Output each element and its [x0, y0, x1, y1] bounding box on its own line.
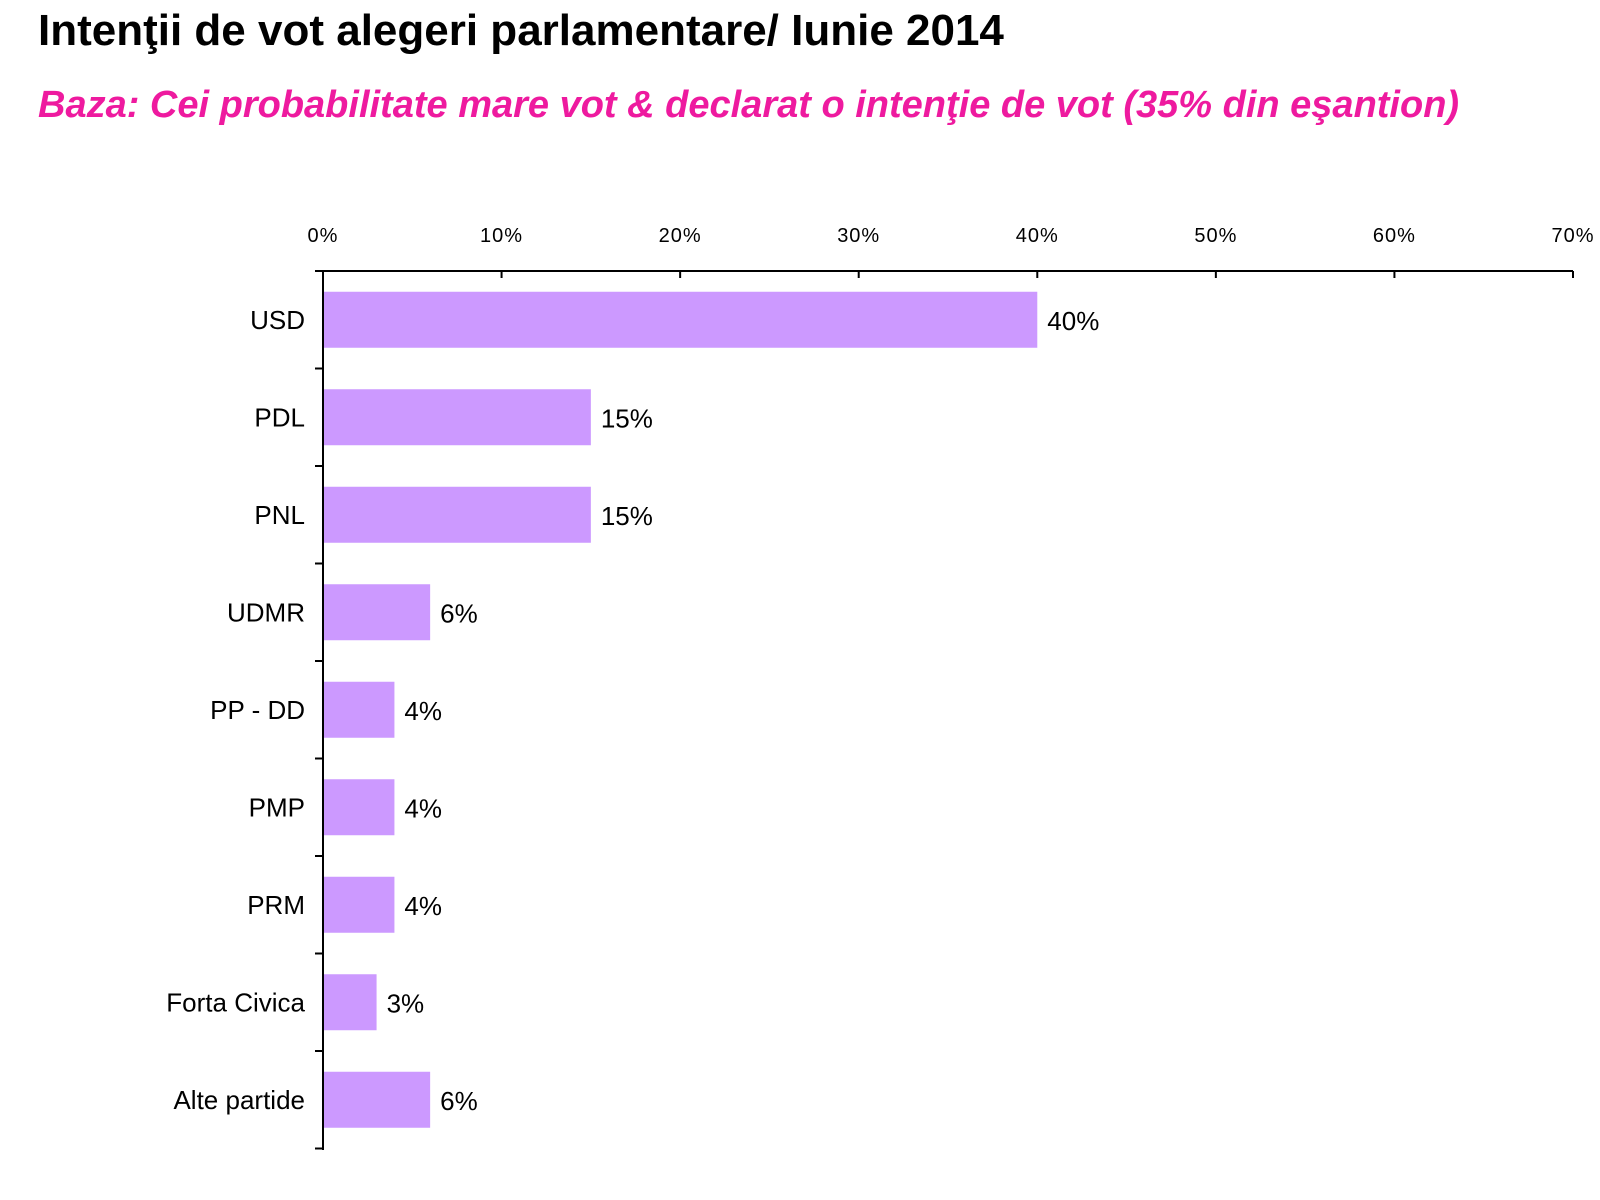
chart-title: Intenţii de vot alegeri parlamentare/ Iu…: [38, 6, 1004, 55]
bar: [324, 389, 591, 446]
bar: [324, 876, 395, 933]
bar: [324, 974, 377, 1031]
category-label: PDL: [254, 402, 305, 432]
value-label: 6%: [440, 598, 478, 628]
x-tick-label: 40%: [1016, 225, 1059, 247]
category-label: PRM: [247, 890, 305, 920]
category-label: Forta Civica: [166, 987, 305, 1017]
chart-subtitle: Baza: Cei probabilitate mare vot & decla…: [38, 84, 1460, 126]
category-label: PP - DD: [210, 695, 305, 725]
value-label: 4%: [404, 793, 442, 823]
value-label: 6%: [440, 1086, 478, 1116]
x-tick-label: 60%: [1373, 225, 1416, 247]
x-tick-label: 50%: [1194, 225, 1237, 247]
category-label: PMP: [249, 792, 305, 822]
category-label: PNL: [254, 500, 305, 530]
x-tick-label: 20%: [659, 225, 702, 247]
category-label: USD: [250, 305, 305, 335]
bar: [324, 584, 431, 641]
bar: [324, 486, 591, 543]
bar: [324, 1071, 431, 1128]
x-tick-label: 10%: [480, 225, 523, 247]
x-tick-label: 0%: [308, 225, 339, 247]
bar: [324, 779, 395, 836]
value-label: 4%: [404, 696, 442, 726]
value-label: 15%: [601, 501, 653, 531]
value-label: 4%: [404, 891, 442, 921]
category-label: Alte partide: [173, 1085, 305, 1115]
value-label: 40%: [1047, 306, 1099, 336]
value-label: 3%: [387, 988, 425, 1018]
bar: [324, 291, 1038, 348]
x-tick-label: 70%: [1551, 225, 1594, 247]
x-tick-label: 30%: [837, 225, 880, 247]
bar: [324, 681, 395, 738]
category-label: UDMR: [227, 597, 305, 627]
value-label: 15%: [601, 403, 653, 433]
